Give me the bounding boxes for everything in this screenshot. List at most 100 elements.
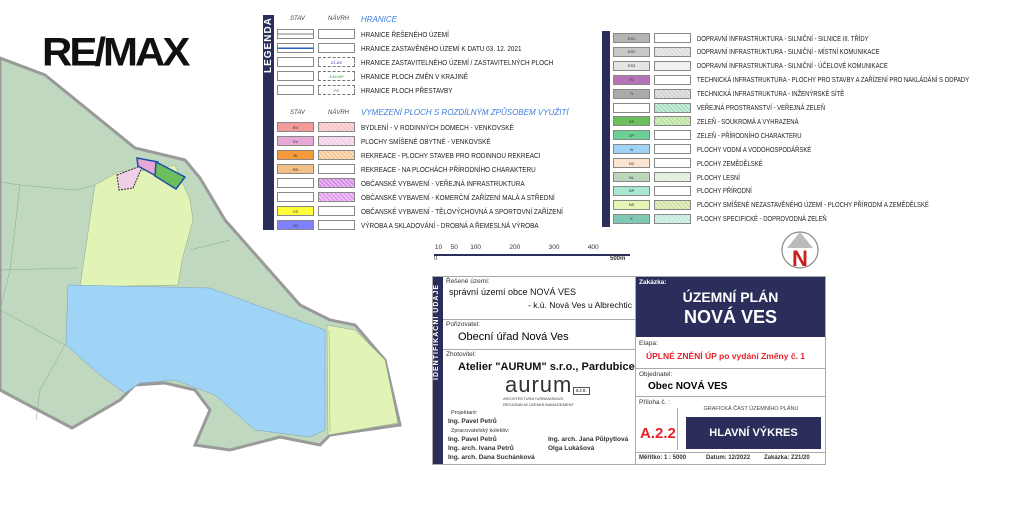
scale-bar: 10 50 100 200 300 400 0 500m xyxy=(432,243,632,265)
vykres-title: HLAVNÍ VÝKRES xyxy=(686,417,821,449)
swatch-navrh xyxy=(654,102,691,113)
legend-area-row: DS1 DOPRAVNÍ INFRASTRUKTURA - SILNIČNÍ -… xyxy=(613,32,912,44)
swatch-navrh xyxy=(318,206,355,216)
legend-boundary-row: HRANICE ZASTAVĚNÉHO ÚZEMÍ K DATU 03. 12.… xyxy=(277,42,552,54)
swatch-navrh xyxy=(654,172,691,182)
legend-boundary-row: Z1-BV HRANICE ZASTAVITELNÉHO ÚZEMÍ / ZAS… xyxy=(277,56,590,68)
scale-tick-label: 300 xyxy=(548,244,560,251)
aurum-sub1: ARCHITEKTURA+URBANISMUS xyxy=(503,396,564,401)
scale-tick-label: 100 xyxy=(470,244,482,251)
zhotovitel-label: Zhotovitel: xyxy=(446,351,476,358)
scale-start: 0 xyxy=(434,256,438,262)
swatch-stav: OS xyxy=(277,206,314,216)
swatch-stav xyxy=(277,43,314,53)
swatch-navrh xyxy=(318,29,355,39)
kolektiv-label: Zpracovatelský kolektiv: xyxy=(451,428,510,434)
svg-text:N: N xyxy=(792,246,808,270)
title-block: IDENTIFIKAČNÍ ÚDAJE Řešené území: správn… xyxy=(432,276,826,465)
section-areas: VYMEZENÍ PLOCH S ROZDÍLNÝM ZPŮSOBEM VYUŽ… xyxy=(361,108,569,117)
water-area xyxy=(65,284,326,438)
datum: 12/2022 xyxy=(728,455,751,461)
legend-label: OBČANSKÉ VYBAVENÍ - KOMERČNÍ ZAŘÍZENÍ MA… xyxy=(361,192,555,202)
swatch-navrh xyxy=(654,88,691,99)
pink-plot xyxy=(116,164,144,191)
swatch-navrh xyxy=(654,60,691,71)
legend-label: ZELEŇ - SOUKROMÁ A VYHRAZENÁ xyxy=(697,116,799,126)
aurum-sro: s.r.o. xyxy=(573,387,590,395)
porizovatel-label: Pořizovatel: xyxy=(446,321,480,328)
swatch-navrh xyxy=(318,178,355,188)
swatch-stav xyxy=(277,57,314,67)
swatch-stav: DS1 xyxy=(613,33,650,43)
swatch-navrh xyxy=(654,185,691,196)
side-label: IDENTIFIKAČNÍ ÚDAJE xyxy=(433,284,440,381)
swatch-stav: X xyxy=(613,213,650,224)
priloha: A.2.2 xyxy=(640,425,676,442)
legend-title: LEGENDA xyxy=(263,17,274,73)
aurum-logo: aurum s.r.o. ARCHITEKTURA+URBANISMUS REG… xyxy=(499,374,599,409)
swatch-stav: ZS xyxy=(613,116,650,127)
legend-label: DOPRAVNÍ INFRASTRUKTURA - SILNIČNÍ - MÍS… xyxy=(697,47,880,57)
legend-label: PLOCHY SMÍŠENÉ OBYTNÉ - VENKOVSKÉ xyxy=(361,136,491,146)
swatch-navrh xyxy=(654,74,691,85)
swatch-stav: SV xyxy=(277,136,314,146)
legend-label: REKREACE - NA PLOCHÁCH PŘÍRODNÍHO CHARAK… xyxy=(361,164,536,174)
remax-logo: RE/MAX xyxy=(42,29,190,74)
swatch-navrh: P1 xyxy=(318,85,355,95)
col-navrh-2: NÁVRH xyxy=(328,110,350,116)
legend-area-row: TO TECHNICKÁ INFRASTRUKTURA - PLOCHY PRO… xyxy=(613,74,1024,86)
porizovatel: Obecní úřad Nová Ves xyxy=(458,331,569,343)
objednatel: Obec NOVÁ VES xyxy=(648,381,728,392)
swatch-navrh xyxy=(654,130,691,141)
projektant-label: Projektant: xyxy=(451,410,478,416)
legend-boundary-row: K1b-NP HRANICE PLOCH ZMĚN V KRAJINĚ xyxy=(277,70,488,82)
mixed-area-east xyxy=(326,324,399,436)
legend-label: TECHNICKÁ INFRASTRUKTURA - INŽENÝRSKÉ SÍ… xyxy=(697,89,845,99)
legend-area-row: DS2 DOPRAVNÍ INFRASTRUKTURA - SILNIČNÍ -… xyxy=(613,46,925,58)
zakazka2: Z21/20 xyxy=(791,455,810,461)
legend-area-row: TI TECHNICKÁ INFRASTRUKTURA - INŽENÝRSKÉ… xyxy=(613,88,881,100)
projektant: Ing. Pavel Petrů xyxy=(448,418,497,425)
legend-label: PLOCHY SPECIFICKÉ - DOPROVODNÁ ZELEŇ xyxy=(697,214,827,224)
legend-label: PLOCHY PŘÍRODNÍ xyxy=(697,186,752,196)
swatch-stav: NZ xyxy=(613,158,650,169)
porizovatel-cell: Pořizovatel: Obecní úřad Nová Ves xyxy=(443,319,635,350)
swatch-stav xyxy=(277,192,314,202)
swatch-stav: RN xyxy=(277,164,314,174)
legend-side-bar: LEGENDA xyxy=(263,15,274,230)
swatch-stav xyxy=(613,102,650,113)
legend-area-row: RI REKREACE - PLOCHY STAVEB PRO RODINNOU… xyxy=(277,149,575,161)
swatch-stav: ZP xyxy=(613,130,650,141)
meritko: 1 : 5000 xyxy=(664,455,687,461)
legend-label: HRANICE ZASTAVĚNÉHO ÚZEMÍ K DATU 03. 12.… xyxy=(361,43,522,53)
section-boundaries: HRANICE xyxy=(361,15,398,24)
swatch-navrh xyxy=(654,144,691,155)
legend-label: HRANICE ZASTAVITELNÉHO ÚZEMÍ / ZASTAVITE… xyxy=(361,57,554,67)
mixed-area-ns xyxy=(79,164,194,288)
swatch-stav: TO xyxy=(613,74,650,85)
legend-area-row: DS3 DOPRAVNÍ INFRASTRUKTURA - SILNIČNÍ -… xyxy=(613,60,935,72)
swatch-navrh xyxy=(654,213,691,224)
legend-area-row: ZP ZELEŇ - PŘÍRODNÍHO CHARAKTERU xyxy=(613,129,828,141)
objednatel-label: Objednatel: xyxy=(639,371,673,378)
legend-area-row: SV PLOCHY SMÍŠENÉ OBYTNÉ - VENKOVSKÉ xyxy=(277,135,515,147)
legend-label: PLOCHY VODNÍ A VODOHOSPODÁŘSKÉ xyxy=(697,144,812,154)
legend-area-row: NP PLOCHY PŘÍRODNÍ xyxy=(613,185,765,197)
legend-area-row: X PLOCHY SPECIFICKÉ - DOPROVODNÁ ZELEŇ xyxy=(613,213,859,225)
legend-area-row: NL PLOCHY LESNÍ xyxy=(613,171,751,183)
scale-tick-label: 400 xyxy=(587,244,599,251)
legend-label: VEŘEJNÁ PROSTRANSTVÍ - VEŘEJNÁ ZELEŇ xyxy=(697,103,826,112)
aurum-sub2: REGIONÁLNÍ ÚZEMNÍ MANAGEMENT xyxy=(503,402,574,407)
legend-area-row: NZ PLOCHY ZEMĚDĚLSKÉ xyxy=(613,157,779,169)
kolektiv-member: Olga Lukášová xyxy=(548,445,595,452)
swatch-navrh xyxy=(318,150,355,160)
legend-area-row: RN REKREACE - NA PLOCHÁCH PŘÍRODNÍHO CHA… xyxy=(277,163,569,175)
swatch-stav: W xyxy=(613,144,650,155)
swatch-navrh xyxy=(318,164,355,174)
legend-area-row: ZS ZELEŇ - SOUKROMÁ A VYHRAZENÁ xyxy=(613,115,824,127)
reseni-label: Řešené území: xyxy=(446,278,490,285)
reseni-line2: - k.ú. Nová Ves u Albrechtic xyxy=(528,300,632,310)
swatch-stav: DS3 xyxy=(613,60,650,71)
legend-label: BYDLENÍ - V RODINNÝCH DOMECH - VENKOVSKÉ xyxy=(361,122,514,132)
legend-area-row: VD VÝROBA A SKLADOVÁNÍ - DROBNÁ A ŘEMESL… xyxy=(277,219,572,231)
